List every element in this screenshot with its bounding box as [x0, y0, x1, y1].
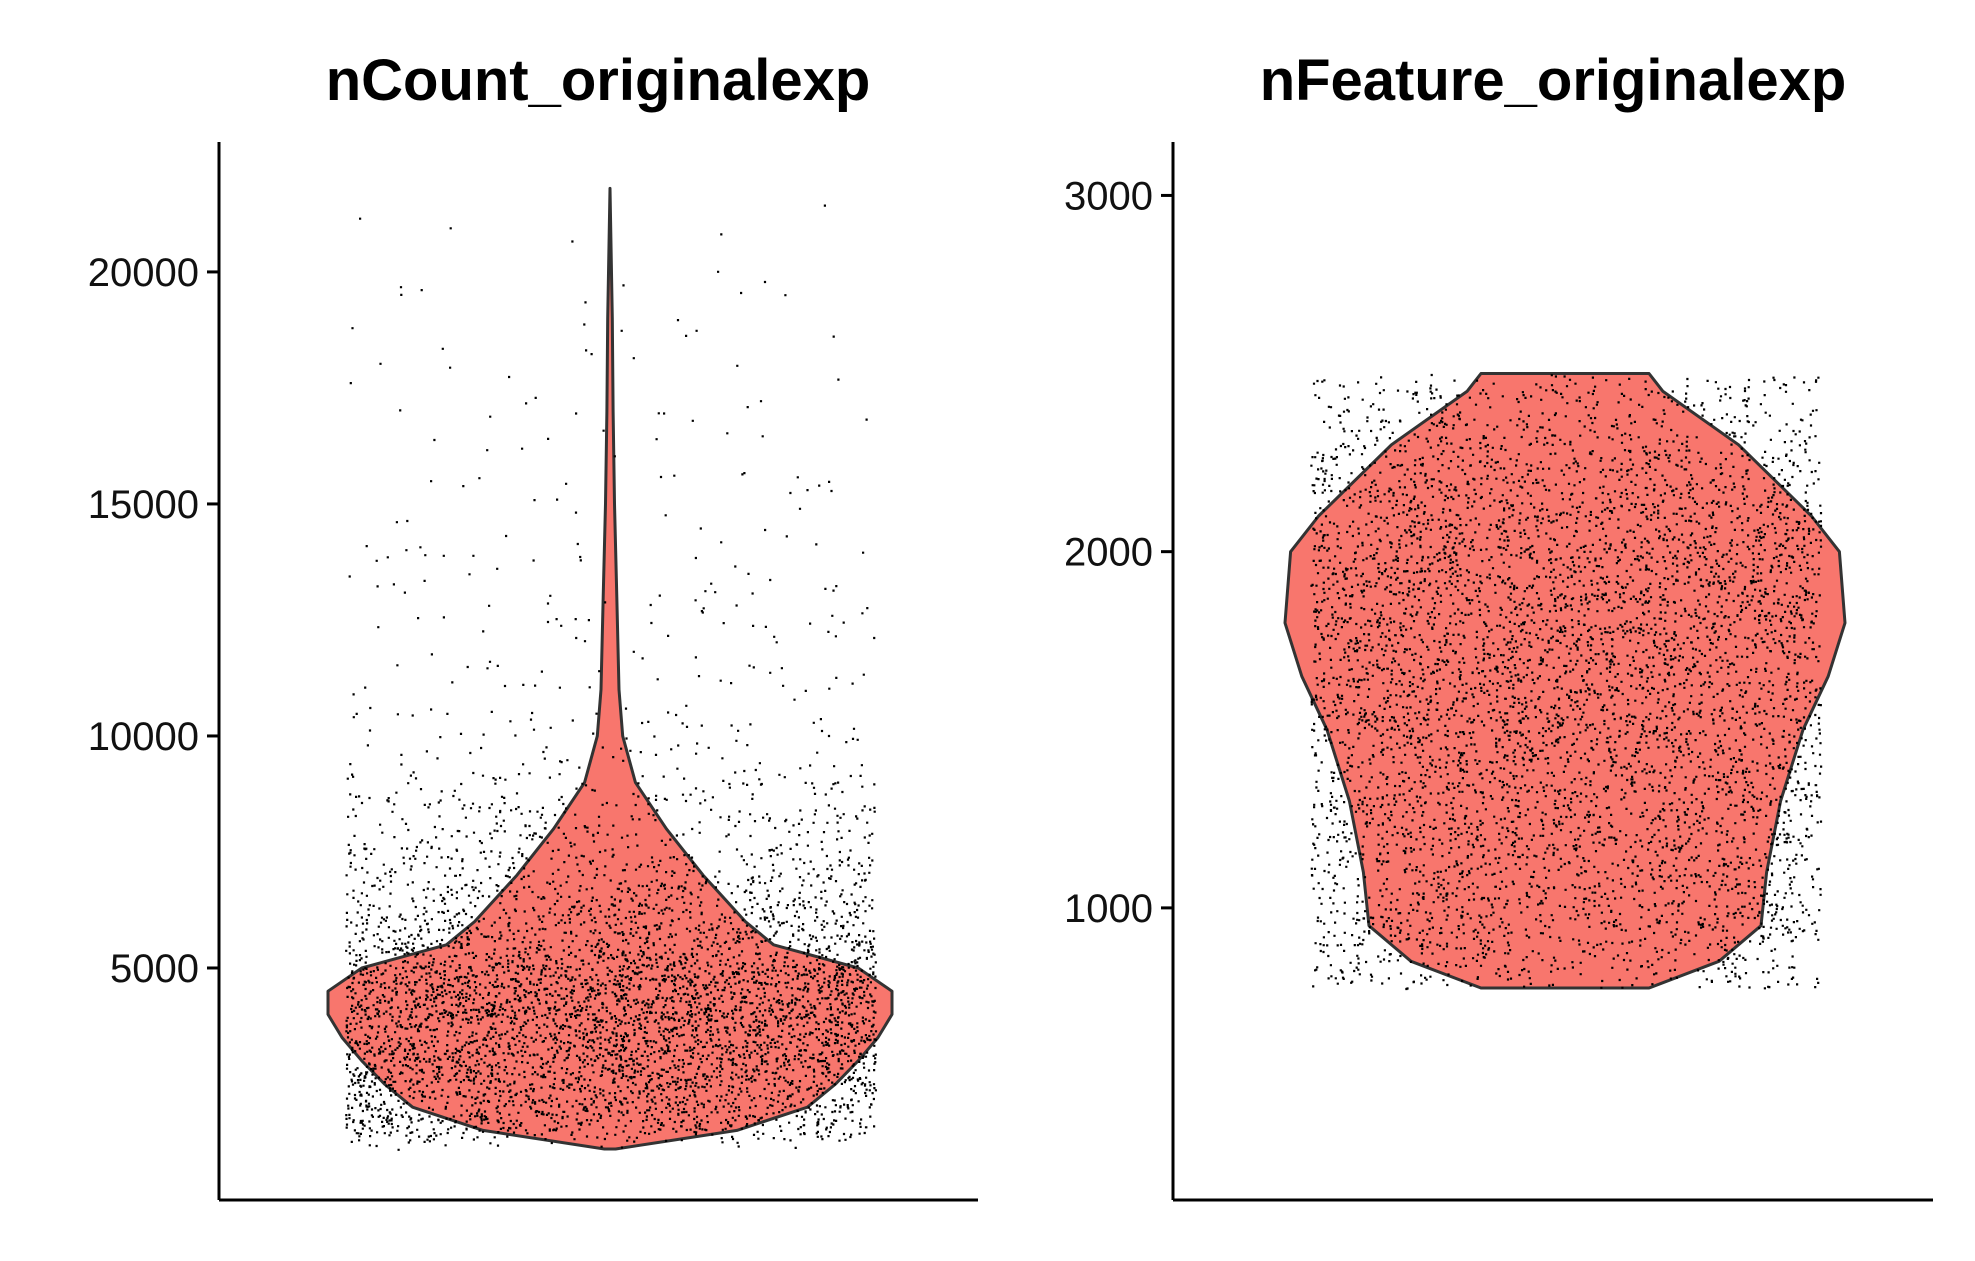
y-tick-label: 1000 — [1064, 887, 1153, 931]
y-tick-label: 3000 — [1064, 174, 1153, 218]
panel-nfeature: nFeature_originalexp 1000 2000 3000 — [1064, 48, 1933, 1202]
panel-title-ncount: nCount_originalexp — [326, 48, 871, 113]
violin-shape — [1283, 372, 1847, 990]
y-tick-label: 2000 — [1064, 531, 1153, 575]
y-tick-label: 20000 — [88, 251, 199, 295]
plot-area-nfeature: 1000 2000 3000 — [1064, 142, 1933, 1202]
panel-title-nfeature: nFeature_originalexp — [1260, 48, 1847, 113]
panel-ncount: nCount_originalexp 5000 10000 15000 20000 — [88, 48, 978, 1202]
y-tick-label: 5000 — [110, 947, 199, 991]
plot-area-ncount: 5000 10000 15000 20000 — [88, 142, 978, 1202]
y-tick-label: 10000 — [88, 715, 199, 759]
violin-shape — [326, 186, 894, 1151]
y-tick-label: 15000 — [88, 483, 199, 527]
jitter-points — [1310, 373, 1823, 991]
